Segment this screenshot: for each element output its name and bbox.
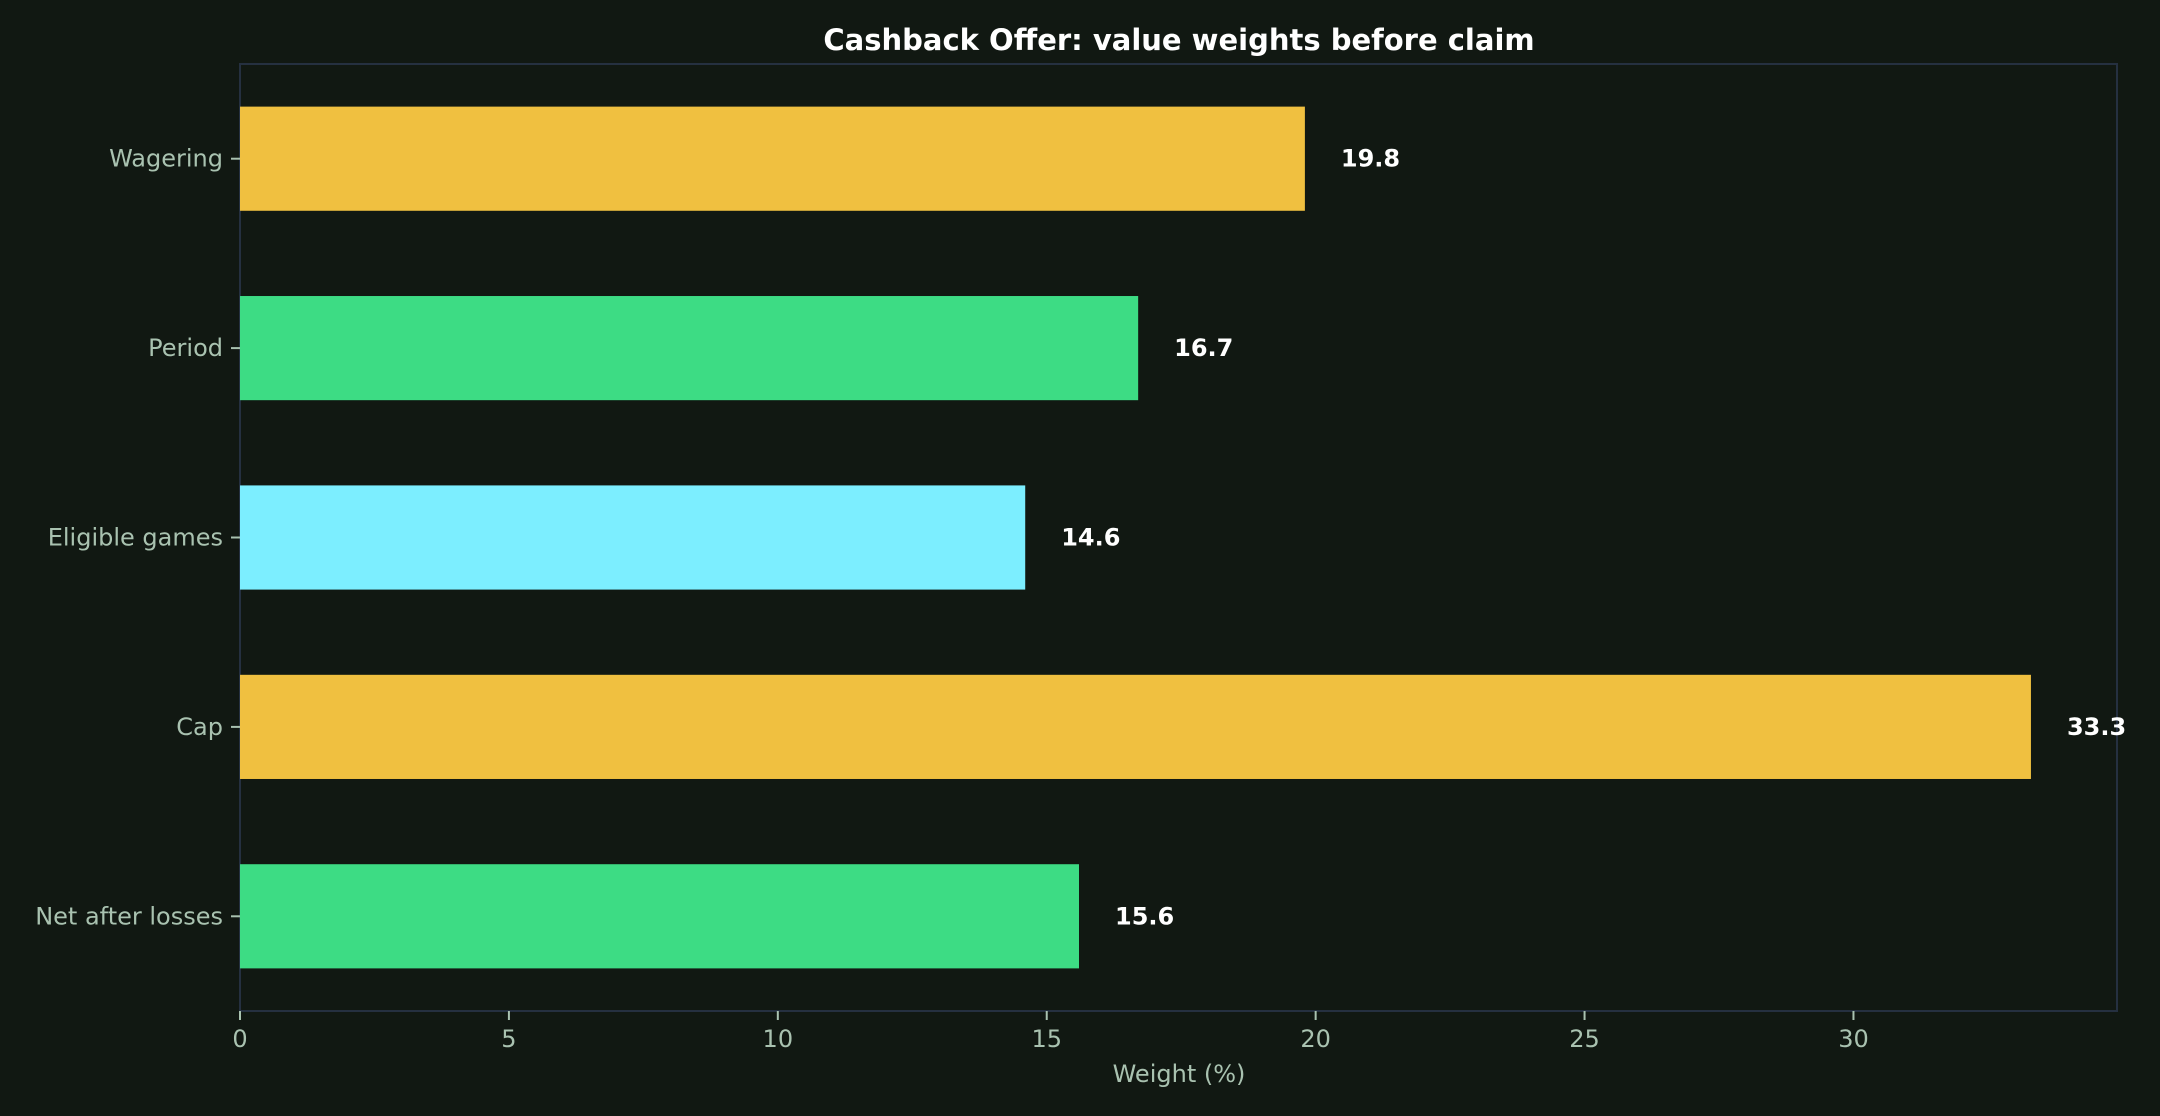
y-axis: Wagering Period Eligible games Cap Net after… <box>35 145 240 930</box>
x-tick-label: 20 <box>1300 1025 1331 1053</box>
value-labels-group: 19.8 16.7 14.6 33.3 15.6 <box>1061 145 2126 931</box>
x-tick-label: 15 <box>1031 1025 1062 1053</box>
x-tick-label: 25 <box>1569 1025 1600 1053</box>
x-tick-label: 5 <box>501 1025 516 1053</box>
x-axis: 0 5 10 15 20 25 30 <box>232 1011 1869 1053</box>
bar-net-after-losses <box>240 864 1080 969</box>
y-tick-label: Net after losses <box>35 902 223 930</box>
value-label: 33.3 <box>2067 713 2126 741</box>
bar-wagering <box>240 106 1305 211</box>
x-axis-label: Weight (%) <box>1113 1060 1246 1088</box>
value-label: 14.6 <box>1061 524 1120 552</box>
y-tick-label: Wagering <box>109 145 223 173</box>
y-tick-label: Eligible games <box>48 524 223 552</box>
x-tick-label: 10 <box>763 1025 794 1053</box>
bar-eligible-games <box>240 485 1026 590</box>
bars-group <box>240 106 2031 969</box>
y-tick-label: Cap <box>176 713 223 741</box>
x-tick-label: 30 <box>1838 1025 1869 1053</box>
x-tick-label: 0 <box>232 1025 247 1053</box>
value-label: 15.6 <box>1115 902 1174 930</box>
bar-period <box>240 296 1139 401</box>
value-label: 16.7 <box>1174 334 1233 362</box>
bar-cap <box>240 674 2031 779</box>
value-label: 19.8 <box>1341 145 1400 173</box>
y-tick-label: Period <box>148 334 223 362</box>
chart-title: Cashback Offer: value weights before cla… <box>823 23 1534 57</box>
